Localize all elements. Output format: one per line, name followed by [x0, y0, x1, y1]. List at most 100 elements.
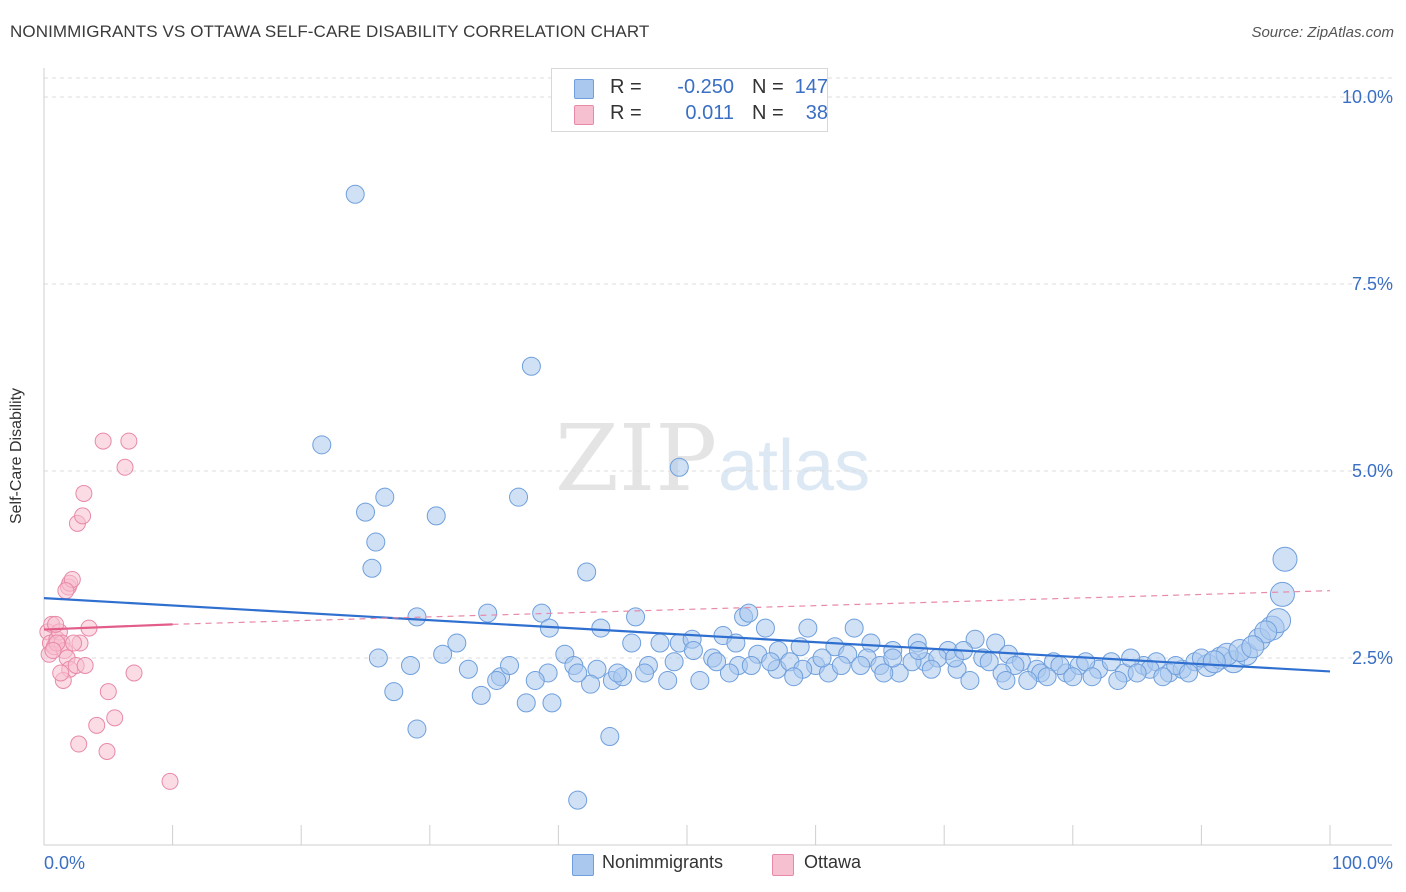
- data-point: [831, 655, 851, 675]
- trend-extension-ottawa: [172, 590, 1331, 625]
- data-point: [98, 743, 116, 760]
- data-point: [384, 682, 404, 702]
- data-point: [447, 633, 467, 653]
- data-point: [356, 502, 375, 522]
- data-point: [568, 663, 588, 683]
- data-point: [75, 484, 93, 502]
- data-point: [116, 458, 134, 476]
- bottom-legend-label: Nonimmigrants: [602, 852, 724, 872]
- data-point: [883, 648, 903, 668]
- data-point: [161, 772, 179, 790]
- data-point: [996, 670, 1016, 690]
- correlation-legend: R = -0.250 N = 147 R = 0.011 N = 38: [551, 68, 828, 132]
- data-point: [600, 727, 620, 747]
- data-point: [683, 641, 703, 661]
- data-point: [1101, 652, 1121, 672]
- legend-swatch-ottawa: [574, 105, 594, 125]
- data-point: [500, 655, 520, 675]
- data-point: [125, 664, 143, 682]
- data-point: [741, 655, 761, 675]
- data-point: [1127, 663, 1147, 683]
- y-tick-label: 2.5%: [1352, 648, 1393, 668]
- data-point: [664, 652, 684, 672]
- data-point: [908, 641, 928, 661]
- data-point: [851, 655, 871, 675]
- data-point: [94, 432, 112, 450]
- legend-n-value: 147: [794, 76, 828, 98]
- data-point: [719, 663, 739, 683]
- data-point: [921, 659, 941, 679]
- data-point: [366, 532, 386, 552]
- data-point: [812, 648, 832, 668]
- legend-r-label: R =: [610, 102, 642, 124]
- data-point: [312, 435, 332, 455]
- data-point: [433, 644, 453, 664]
- data-point: [70, 735, 88, 753]
- bottom-legend-swatch-nonimmigrants: [572, 854, 594, 876]
- data-point: [1082, 667, 1102, 687]
- data-point: [106, 709, 124, 727]
- data-point: [52, 664, 70, 682]
- data-point: [658, 670, 678, 690]
- data-point: [798, 618, 818, 638]
- data-point: [401, 655, 421, 675]
- data-point: [690, 670, 710, 690]
- data-point: [1241, 635, 1265, 659]
- y-tick-label: 5.0%: [1352, 461, 1393, 481]
- data-point: [755, 618, 775, 638]
- data-point: [1269, 581, 1295, 607]
- legend-r-value: -0.250: [677, 76, 734, 98]
- data-point: [478, 603, 498, 623]
- data-point: [487, 670, 507, 690]
- data-point: [509, 487, 529, 507]
- chart-source: Source: ZipAtlas.com: [1251, 24, 1394, 41]
- data-point: [1254, 620, 1278, 644]
- data-point: [581, 674, 601, 694]
- data-point: [1272, 546, 1298, 572]
- data-point: [88, 716, 106, 734]
- watermark-zip: ZIP: [555, 405, 717, 512]
- data-point: [407, 719, 427, 739]
- data-point: [568, 790, 588, 810]
- watermark-atlas: atlas: [718, 426, 870, 506]
- data-point: [57, 582, 75, 600]
- x-tick-label: 0.0%: [44, 853, 85, 873]
- x-tick-label: 100.0%: [1332, 853, 1393, 873]
- data-point: [1153, 667, 1173, 687]
- data-point: [622, 633, 642, 653]
- legend-r-value: 0.011: [685, 102, 734, 124]
- data-point: [99, 683, 117, 701]
- data-point: [426, 506, 446, 526]
- bottom-legend-swatch-ottawa: [772, 854, 794, 876]
- y-tick-label: 7.5%: [1352, 274, 1393, 294]
- data-point: [362, 558, 382, 578]
- trend-line-nonimmigrants: [43, 597, 1331, 673]
- data-point: [979, 652, 999, 672]
- data-point: [635, 663, 655, 683]
- trend-line-ottawa: [43, 623, 173, 631]
- series-nonimmigrants: [312, 184, 1298, 810]
- data-point: [1179, 663, 1199, 683]
- chart-title: NONIMMIGRANTS VS OTTAWA SELF-CARE DISABI…: [10, 22, 650, 41]
- data-point: [74, 507, 92, 525]
- y-tick-label: 10.0%: [1342, 87, 1393, 107]
- data-point: [471, 685, 491, 705]
- data-point: [368, 648, 388, 668]
- legend-n-label: N =: [752, 76, 784, 98]
- data-point: [844, 618, 864, 638]
- data-point: [608, 663, 628, 683]
- bottom-legend-label: Ottawa: [804, 852, 862, 872]
- data-point: [345, 184, 365, 204]
- data-point: [120, 432, 138, 450]
- data-point: [521, 356, 541, 376]
- data-point: [669, 457, 689, 477]
- data-point: [707, 652, 727, 672]
- data-point: [375, 487, 395, 507]
- data-point: [874, 663, 894, 683]
- data-point: [626, 607, 646, 627]
- data-point: [591, 618, 611, 638]
- data-point: [965, 629, 985, 649]
- data-point: [1018, 670, 1038, 690]
- data-point: [577, 562, 597, 582]
